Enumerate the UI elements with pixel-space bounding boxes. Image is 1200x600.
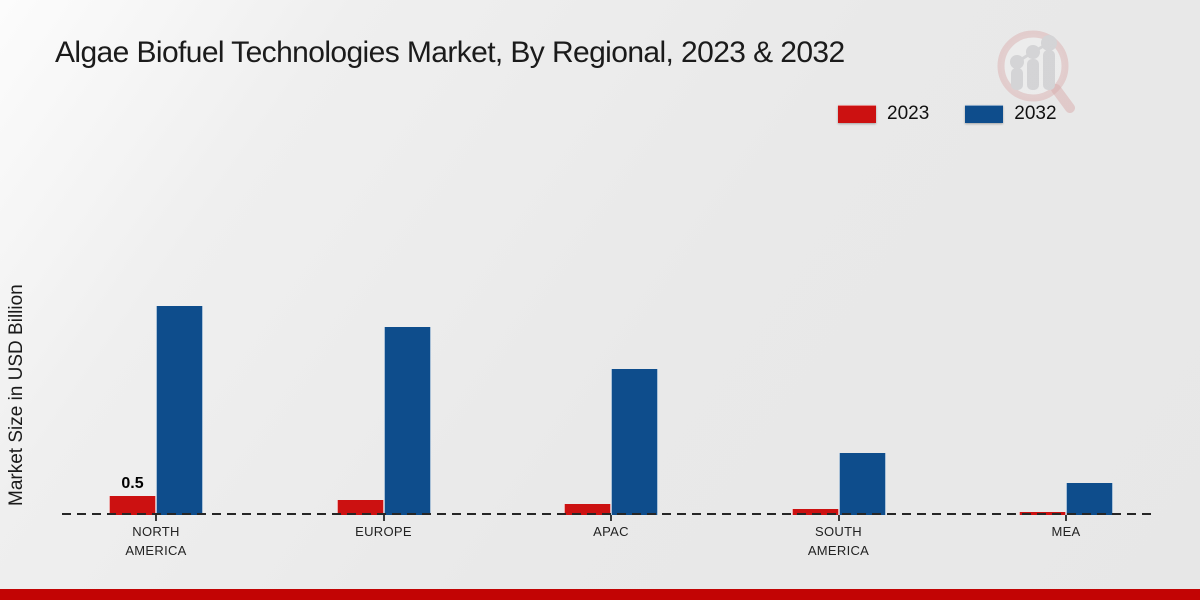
x-tick-north-america bbox=[155, 515, 157, 521]
legend-item-2032: 2032 bbox=[965, 103, 1057, 125]
legend-item-2023: 2023 bbox=[838, 103, 929, 125]
x-tick-mea bbox=[1065, 515, 1067, 521]
legend-label-2032: 2032 bbox=[1014, 103, 1057, 124]
legend-label-2023: 2023 bbox=[887, 103, 930, 124]
category-label-mea: MEA bbox=[1051, 524, 1081, 539]
bar-2032-mea bbox=[1066, 483, 1113, 515]
x-tick-europe bbox=[382, 515, 385, 521]
bar-2032-apac bbox=[611, 369, 658, 515]
category-label-north-america: NORTH AMERICA bbox=[125, 524, 187, 558]
bar-2023-north-america bbox=[109, 496, 156, 515]
bar-2032-europe bbox=[383, 327, 431, 515]
x-axis-baseline bbox=[62, 513, 1157, 515]
x-tick-apac bbox=[610, 515, 612, 521]
x-tick-south-america bbox=[837, 515, 840, 521]
bar-2023-south-america bbox=[791, 509, 839, 515]
legend: 2023 2032 bbox=[838, 103, 1057, 125]
bar-2023-apac bbox=[564, 504, 611, 515]
bar-2032-south-america bbox=[838, 453, 886, 515]
category-label-south-america: SOUTH AMERICA bbox=[807, 524, 870, 558]
value-label-2023-north-america: 0.5 bbox=[121, 475, 144, 492]
bar-2032-north-america bbox=[156, 306, 203, 515]
legend-swatch-2023 bbox=[838, 105, 876, 123]
chart-title: Algae Biofuel Technologies Market, By Re… bbox=[55, 36, 845, 69]
category-label-europe: EUROPE bbox=[355, 524, 412, 539]
legend-swatch-2032 bbox=[965, 105, 1004, 123]
category-label-apac: APAC bbox=[593, 524, 629, 539]
footer-accent-bar bbox=[0, 589, 1200, 600]
bar-2023-europe bbox=[336, 500, 384, 515]
